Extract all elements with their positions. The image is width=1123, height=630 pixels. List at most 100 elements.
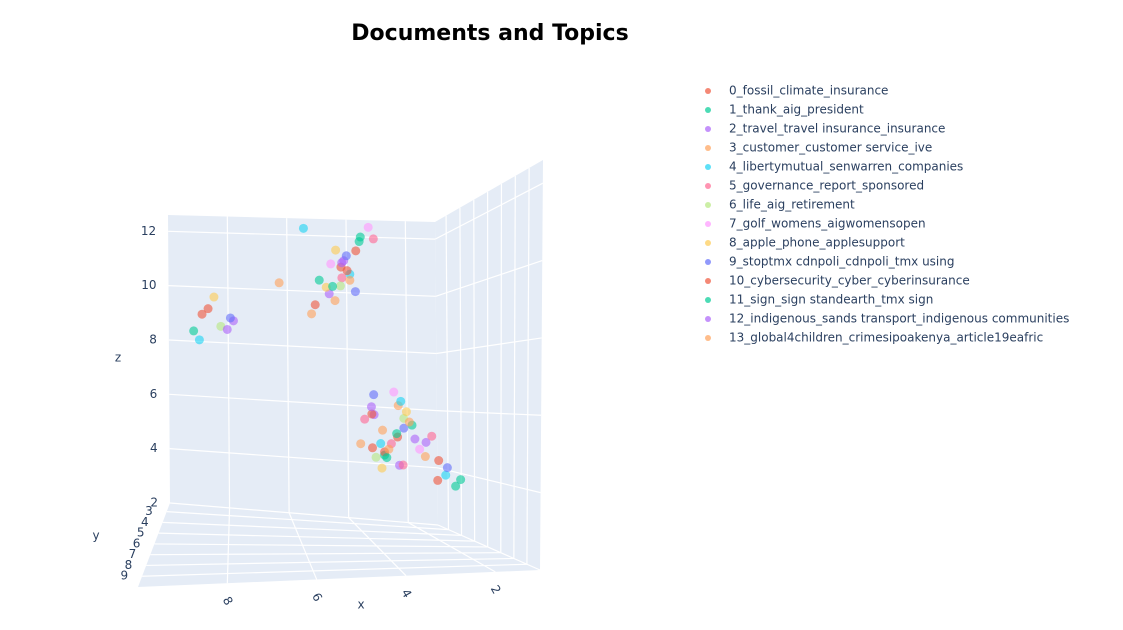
point [415,444,425,454]
legend-label: 8_apple_phone_applesupport [729,236,905,250]
point [197,309,207,319]
grid-line [169,448,438,469]
point [427,431,437,441]
point [420,452,430,462]
z-tick-label: 4 [150,441,158,455]
legend-label: 9_stoptmx cdnpoli_cdnpoli_tmx using [729,255,954,269]
grid-line [169,393,437,412]
grid-line [169,502,439,526]
legend-marker [705,145,711,151]
grid-line [437,467,541,494]
point [363,222,373,232]
point [382,453,392,463]
legend-marker [705,126,711,132]
legend-marker [705,297,711,303]
back-wall [168,215,438,525]
grid-line [513,175,516,559]
legend-label: 10_cybersecurity_cyber_cyberinsurance [729,274,970,288]
y-tick-label: 9 [120,569,128,583]
point [274,278,284,288]
y-tick-label: 8 [125,558,133,572]
legend-label: 0_fossil_climate_insurance [729,84,888,98]
point [366,402,376,412]
grid-line [436,410,542,416]
point [367,409,377,419]
grid-line [286,218,290,513]
legend-label: 13_global4children_crimesipoakenya_artic… [729,331,1043,345]
point [335,281,345,291]
point [354,237,364,247]
point [376,439,386,449]
grid-line [434,182,544,240]
legend-label: 2_travel_travel insurance_insurance [729,122,945,136]
z-axis-title: z [115,351,121,365]
grid-line [154,543,488,548]
grid-line [226,216,231,508]
y-tick-label: 6 [133,536,141,550]
legend-label: 4_libertymutual_senwarren_companies [729,160,963,174]
grid-line [168,285,436,297]
grid-line [168,339,437,355]
grid-line [158,532,475,542]
point [326,259,336,269]
point [369,390,379,400]
grid-line [500,183,503,553]
point [225,313,235,323]
legend-marker [705,221,711,227]
z-tick-label: 10 [141,278,156,292]
point [451,481,461,491]
point [341,251,351,261]
point [342,266,352,276]
legend-marker [705,164,711,170]
point [328,281,338,291]
point [314,275,324,285]
point [345,275,355,285]
point [189,326,199,336]
z-tick-label: 6 [150,387,158,401]
point [337,258,347,268]
point [371,452,381,462]
point [209,292,219,302]
y-tick-label: 7 [129,547,137,561]
legend-label: 12_indigenous_sands transport_indigenous… [729,312,1069,326]
grid-line [407,522,496,573]
point [442,463,452,473]
grid-line [162,521,462,536]
grid-line [168,230,436,240]
point [404,417,414,427]
legend-marker [705,202,711,208]
y-tick-label: 5 [137,526,145,540]
legend-label: 1_thank_aig_president [729,103,864,117]
grid-line [166,511,449,531]
point [389,387,399,397]
z-tick-label: 12 [141,224,156,238]
point [398,460,408,470]
legend-label: 3_customer_customer service_ive [729,141,932,155]
point [350,287,360,297]
point [441,470,451,480]
point [298,223,308,233]
point [337,273,347,283]
legend-label: 7_golf_womens_aigwomensopen [729,217,926,231]
point [194,335,204,345]
z-tick-label: 2 [150,496,158,510]
chart-title: Documents and Topics [351,21,628,46]
point [368,234,378,244]
side-wall [435,160,543,570]
x-axis-title: x [357,598,364,612]
grid-line [142,563,527,577]
legend-marker [705,335,711,341]
point [399,423,409,433]
point [396,396,406,406]
point [310,300,320,310]
y-tick-label: 4 [141,515,149,529]
grid-line [226,507,231,584]
legend-label: 5_governance_report_sponsored [729,179,924,193]
grid-line [288,512,318,580]
legend-marker [705,107,711,113]
legend-marker [705,88,711,94]
legend-marker [705,278,711,284]
points [189,222,466,491]
grid-line [437,524,541,571]
